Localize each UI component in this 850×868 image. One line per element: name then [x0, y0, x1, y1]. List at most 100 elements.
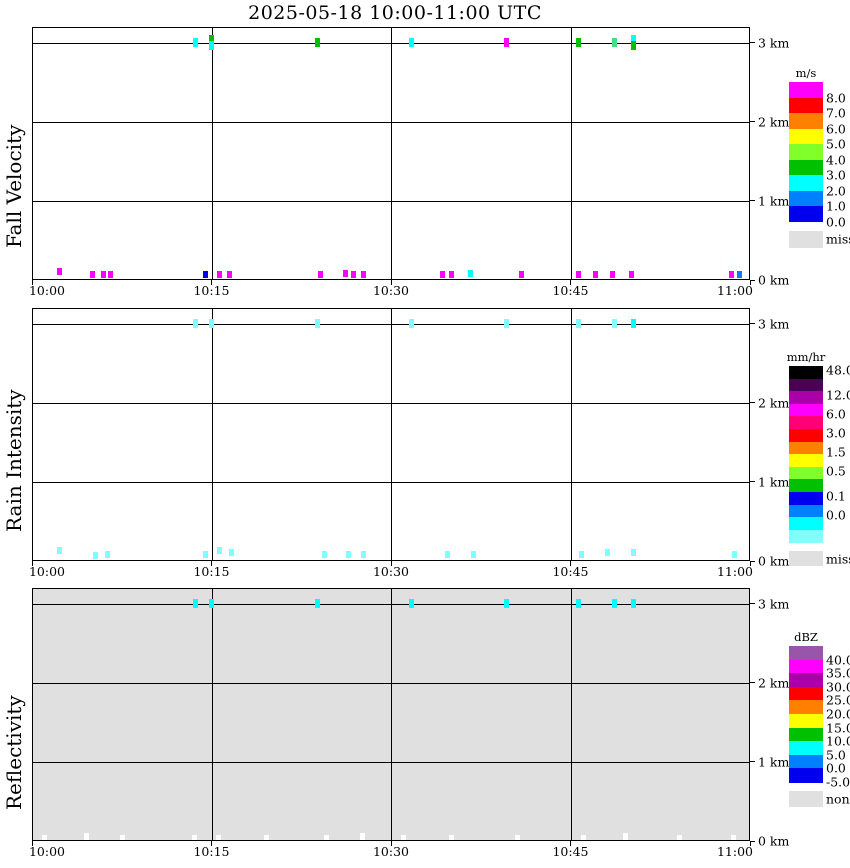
gridline-vertical	[211, 309, 213, 560]
x-tick-label: 11:00	[716, 564, 754, 579]
data-cell	[208, 318, 214, 328]
data-cell	[576, 598, 582, 608]
colorbar-band	[789, 416, 823, 430]
colorbar-band	[789, 727, 823, 742]
data-cell	[193, 598, 199, 608]
y-tick-label: 2 km	[758, 395, 790, 411]
data-cell	[408, 598, 414, 608]
data-cell	[360, 550, 366, 558]
gridline-vertical	[570, 309, 572, 560]
colorbar-missing-label: none	[826, 791, 850, 807]
gridline-vertical	[570, 589, 572, 840]
data-cell	[359, 832, 365, 840]
colorbar-band	[789, 113, 823, 130]
data-cell	[208, 40, 214, 50]
colorbar-tick-label: 0.0	[826, 214, 846, 229]
x-tick-label: 11:00	[716, 283, 754, 298]
y-tick	[750, 323, 755, 325]
colorbar-band	[789, 190, 823, 207]
data-cell	[101, 271, 107, 279]
data-cell	[449, 834, 455, 840]
data-cell	[317, 271, 323, 279]
colorbar-tick-label: 40.0	[826, 652, 850, 668]
data-cell	[729, 271, 735, 279]
data-cell	[731, 550, 737, 558]
colorbar-tick-label: 10.0	[826, 733, 850, 749]
x-tick	[749, 280, 751, 285]
colorbar-band	[789, 646, 823, 661]
x-tick	[749, 841, 751, 846]
data-cell	[578, 550, 584, 558]
colorbar-band	[789, 741, 823, 756]
colorbar-tick-label: 0.0	[826, 507, 846, 523]
colorbar-tick-label: 4.0	[826, 152, 846, 167]
data-cell	[580, 834, 586, 840]
data-cell	[730, 834, 736, 840]
data-cell	[622, 832, 628, 840]
colorbar-tick-label: 15.0	[826, 720, 850, 736]
colorbar-tick-label: 35.0	[826, 665, 850, 681]
data-cell	[193, 318, 199, 328]
data-cell	[315, 37, 321, 47]
data-cell	[56, 268, 62, 275]
y-tick-label: 0 km	[758, 272, 790, 288]
colorbar-band	[789, 82, 823, 99]
colorbar-missing-label: miss	[826, 231, 850, 247]
x-tick-label: 10:15	[193, 283, 230, 298]
data-cell	[401, 834, 407, 840]
data-cell	[468, 269, 474, 277]
colorbar-tick-label: 0.0	[826, 760, 846, 776]
data-cell	[631, 35, 637, 45]
colorbar-missing-swatch	[789, 791, 823, 807]
x-tick	[749, 561, 751, 566]
y-tick	[750, 761, 755, 763]
colorbar-band	[789, 466, 823, 480]
colorbar-band	[789, 378, 823, 392]
data-cell	[92, 552, 98, 560]
data-cell	[315, 598, 321, 608]
x-tick	[570, 280, 571, 285]
y-tick-label: 1 km	[758, 754, 790, 770]
colorbar-tick-label: -5.0	[826, 774, 850, 790]
y-tick-label: 1 km	[758, 193, 790, 209]
colorbar-unit-label: m/s	[795, 66, 817, 80]
x-tick-label: 10:15	[193, 844, 230, 859]
data-cell	[202, 271, 208, 279]
data-cell	[576, 318, 582, 328]
x-tick	[390, 280, 392, 285]
data-cell	[215, 834, 221, 840]
colorbar-band	[789, 366, 823, 380]
colorbar-unit-label: mm/hr	[786, 350, 826, 364]
data-cell	[104, 550, 110, 558]
x-tick	[211, 561, 212, 566]
data-cell	[628, 271, 634, 279]
x-tick-label: 10:45	[552, 564, 589, 579]
data-cell	[208, 34, 214, 44]
panel-frame	[32, 308, 750, 561]
x-tick	[390, 561, 392, 566]
data-cell	[449, 271, 455, 279]
data-cell	[346, 550, 352, 558]
data-cell	[360, 271, 366, 279]
data-cell	[504, 318, 510, 328]
data-cell	[322, 550, 328, 558]
colorbar-tick-label: 3.0	[826, 425, 846, 441]
data-cell	[120, 834, 126, 840]
data-cell	[736, 271, 742, 279]
colorbar-band	[789, 529, 823, 543]
colorbar-band	[789, 517, 823, 531]
y-tick	[750, 279, 755, 281]
colorbar-tick-label: 8.0	[826, 90, 846, 105]
x-tick	[211, 280, 212, 285]
data-cell	[604, 549, 610, 556]
colorbar-tick-label: 30.0	[826, 679, 850, 695]
panel-frame	[32, 27, 750, 280]
colorbar-missing-label: miss	[826, 551, 850, 567]
data-cell	[84, 832, 90, 840]
x-tick	[31, 280, 33, 285]
x-tick-label: 10:00	[28, 283, 66, 298]
data-cell	[612, 318, 618, 328]
x-tick	[390, 841, 392, 846]
gridline-vertical	[391, 28, 392, 279]
data-cell	[90, 271, 96, 279]
